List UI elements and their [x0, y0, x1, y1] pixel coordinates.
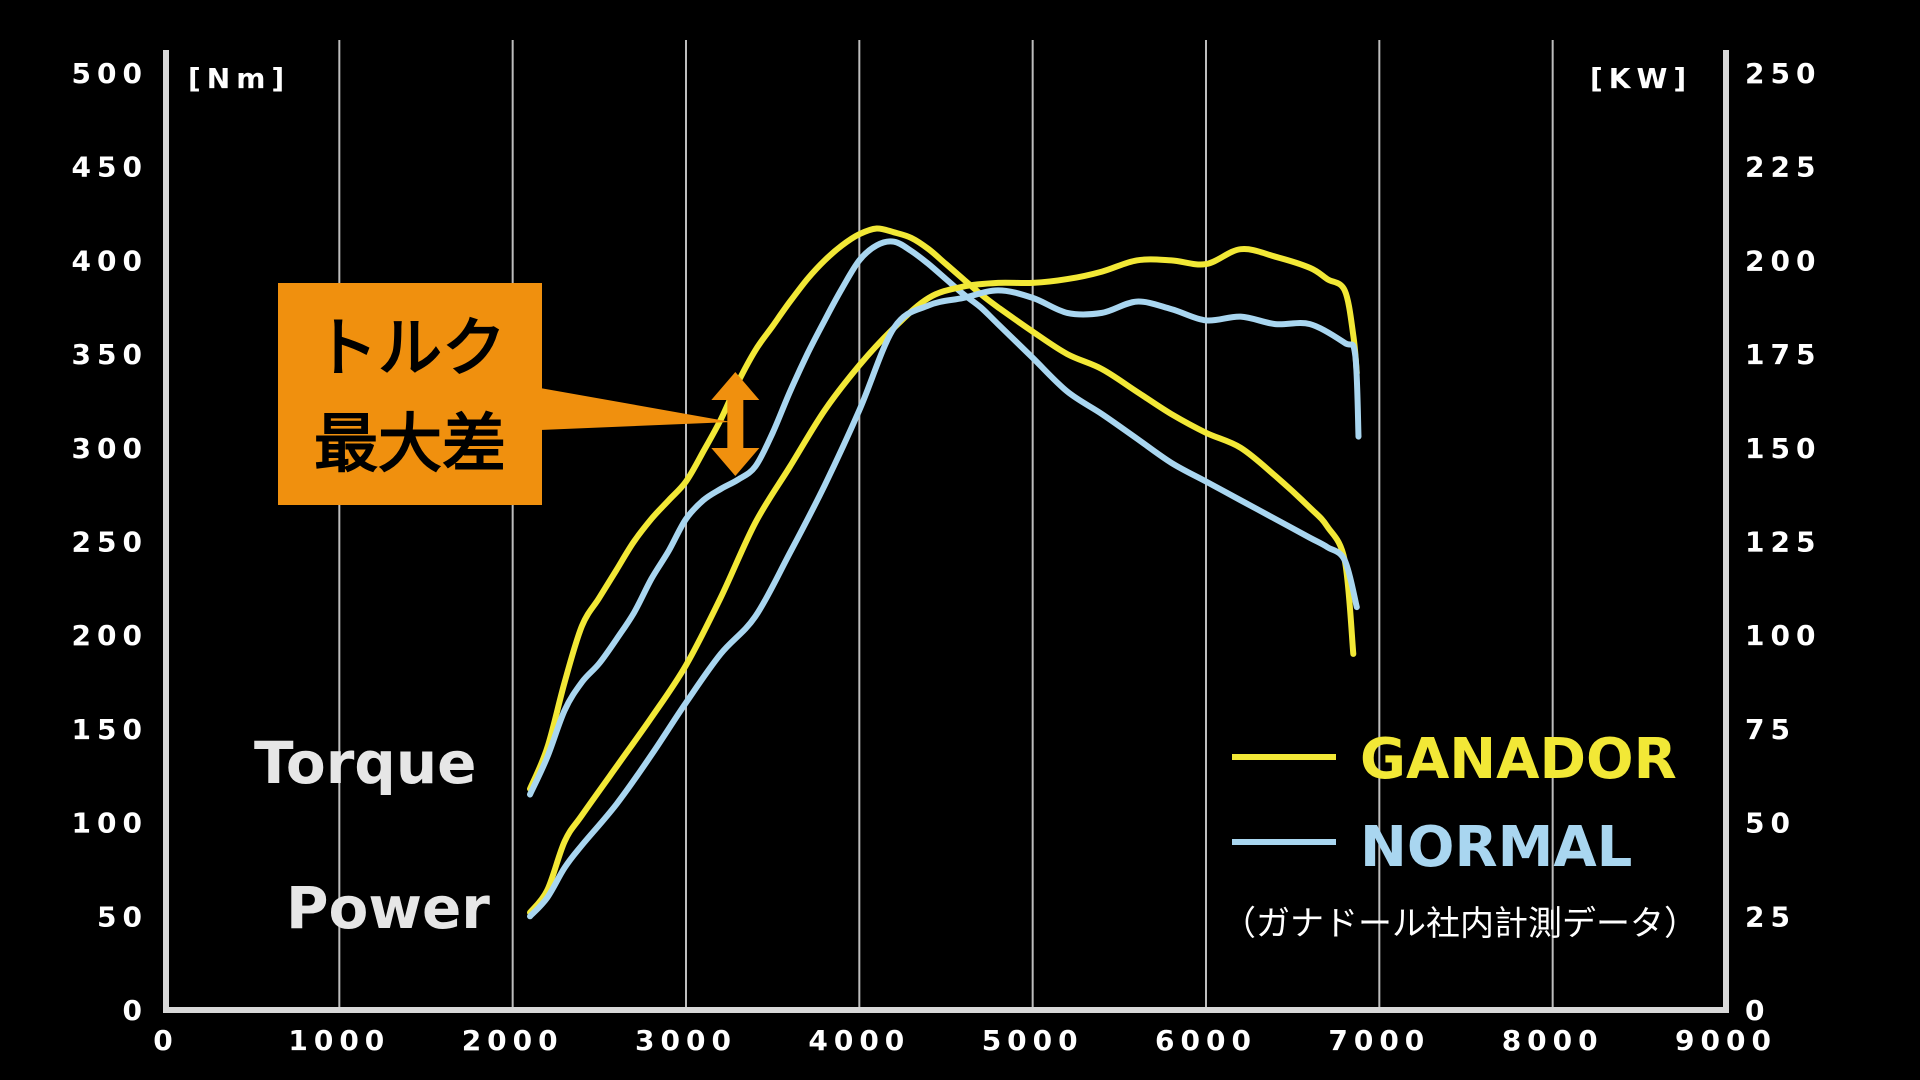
y-right-tick-125: 125	[1745, 526, 1821, 559]
x-tick-9000: 9000	[1675, 1024, 1777, 1057]
axes	[163, 50, 1729, 1013]
y-left-tick-0: 0	[123, 994, 148, 1027]
y-right-tick-50: 50	[1745, 807, 1796, 840]
x-tick-4000: 4000	[808, 1024, 910, 1057]
x-tick-8000: 8000	[1502, 1024, 1604, 1057]
power-label: Power	[286, 874, 490, 942]
y-left-tick-250: 250	[72, 526, 148, 559]
y-left-tick-400: 400	[72, 244, 148, 277]
x-tick-5000: 5000	[982, 1024, 1084, 1057]
legend-label-ganador: GANADOR	[1360, 727, 1677, 792]
legend-note: （ガナドール社内計測データ）	[1222, 904, 1698, 944]
y-left-tick-450: 450	[72, 151, 148, 184]
x-tick-0: 0	[153, 1024, 178, 1057]
y-left-tick-500: 500	[72, 57, 148, 90]
legend: GANADOR NORMAL （ガナドール社内計測データ）	[1222, 727, 1698, 944]
arrow-head-down	[711, 448, 760, 476]
callout-line2: 最大差	[314, 408, 506, 482]
y-left-tick-200: 200	[72, 619, 148, 652]
y-left-tick-50: 50	[97, 900, 148, 933]
double-arrow-icon	[711, 372, 760, 476]
x-tick-3000: 3000	[635, 1024, 737, 1057]
y-right-tick-200: 200	[1745, 244, 1821, 277]
y-left-tick-100: 100	[72, 807, 148, 840]
torque-max-difference-callout: トルク 最大差	[278, 283, 760, 505]
callout-pointer	[540, 388, 732, 430]
torque-label: Torque	[254, 729, 476, 797]
x-tick-7000: 7000	[1328, 1024, 1430, 1057]
tick-labels: 0 1000 2000 3000 4000 5000 6000 7000 8000 9000050…	[72, 57, 1821, 1057]
series-line-power-normal	[527, 287, 1362, 920]
y-right-tick-25: 25	[1745, 900, 1796, 933]
series-line-power-ganador	[527, 246, 1360, 916]
y-right-tick-100: 100	[1745, 619, 1821, 652]
y-right-tick-225: 225	[1745, 151, 1821, 184]
arrow-head-up	[711, 372, 760, 400]
callout-line1: トルク	[314, 312, 506, 386]
y-left-tick-150: 150	[72, 713, 148, 746]
gridlines	[338, 40, 1554, 1010]
series-line-torque-ganador	[527, 225, 1357, 792]
y-right-tick-0: 0	[1745, 994, 1770, 1027]
series-lines	[527, 225, 1362, 920]
series-line-torque-normal	[527, 238, 1360, 798]
arrow-shaft	[727, 398, 744, 450]
left-axis-unit: [Nm]	[188, 62, 290, 95]
x-tick-1000: 1000	[288, 1024, 390, 1057]
y-right-tick-75: 75	[1745, 713, 1796, 746]
y-left-tick-350: 350	[72, 338, 148, 371]
callout-box	[278, 283, 542, 505]
y-left-tick-300: 300	[72, 432, 148, 465]
y-right-tick-250: 250	[1745, 57, 1821, 90]
right-axis-unit: [KW]	[1590, 62, 1692, 95]
x-tick-2000: 2000	[462, 1024, 564, 1057]
legend-label-normal: NORMAL	[1360, 815, 1632, 880]
x-tick-6000: 6000	[1155, 1024, 1257, 1057]
y-right-tick-175: 175	[1745, 338, 1821, 371]
y-right-tick-150: 150	[1745, 432, 1821, 465]
